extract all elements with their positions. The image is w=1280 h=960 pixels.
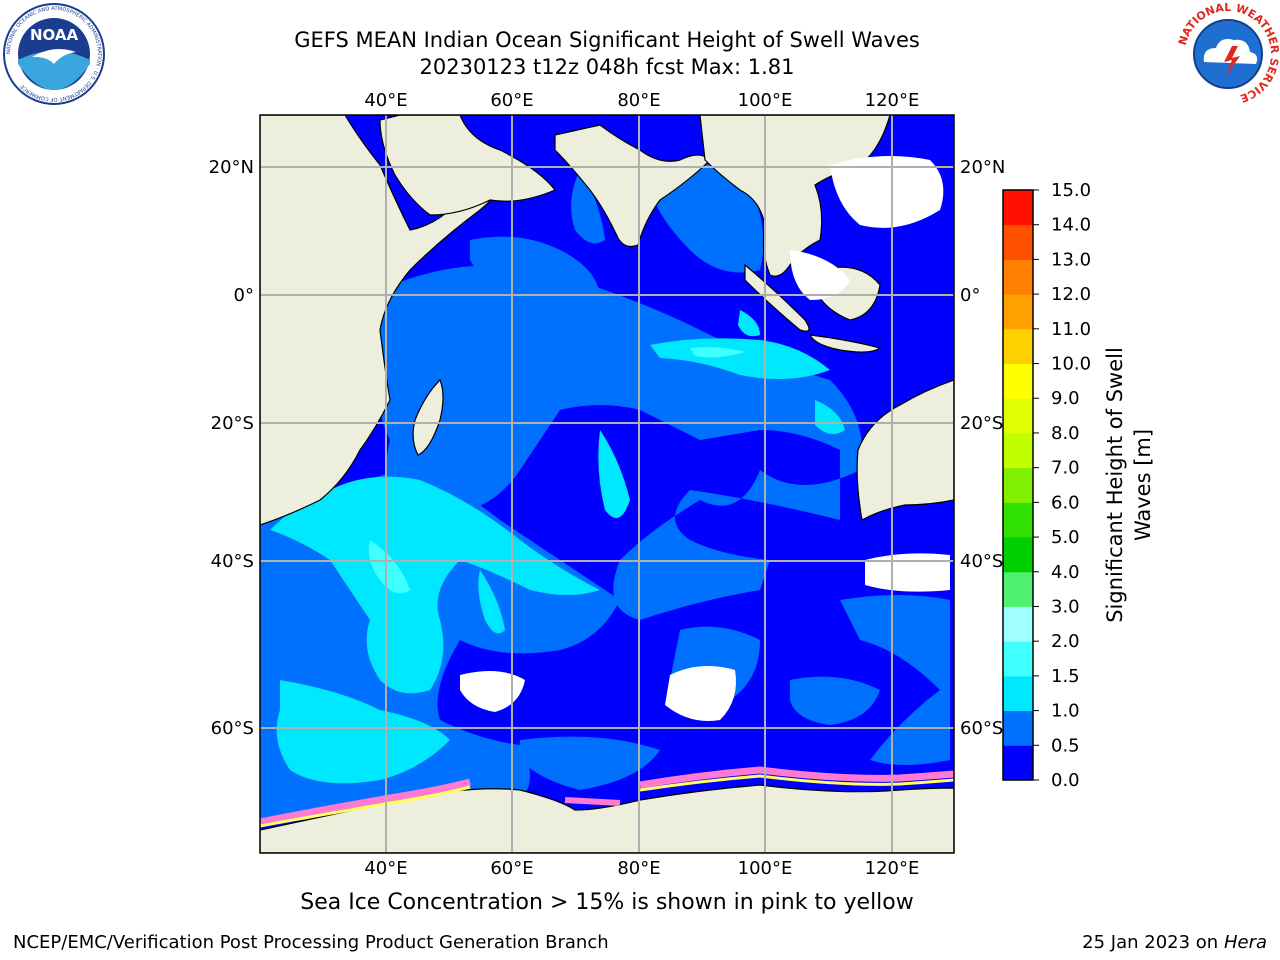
colorbar-tick-label: 12.0 — [1051, 284, 1091, 305]
colorbar-swatch — [1003, 432, 1033, 469]
noaa-logo: NOAA NATIONAL OCEANIC AND ATMOSPHERIC AD… — [3, 3, 105, 105]
lon-labels-top: 40°E 60°E 80°E 100°E 120°E — [364, 90, 919, 111]
colorbar-tick-label: 15.0 — [1051, 180, 1091, 201]
sea-ice-note: Sea Ice Concentration > 15% is shown in … — [300, 890, 914, 915]
colorbar-label-line2: Waves [m] — [1131, 429, 1155, 541]
colorbar-swatch — [1003, 259, 1033, 295]
lon-labels-bottom: 40°E 60°E 80°E 100°E 120°E — [364, 858, 919, 879]
lat-label: 20°S — [211, 413, 254, 434]
lat-label: 60°S — [211, 718, 254, 739]
colorbar-swatch — [1003, 745, 1033, 781]
colorbar-tick-label: 5.0 — [1051, 527, 1080, 548]
colorbar-tick-label: 1.0 — [1051, 701, 1080, 722]
sea-ice-fringe — [260, 766, 954, 828]
chart-title: GEFS MEAN Indian Ocean Significant Heigh… — [294, 28, 920, 52]
colorbar-tick-label: 4.0 — [1051, 562, 1080, 583]
lon-label: 60°E — [490, 858, 533, 879]
colorbar-tick-label: 3.0 — [1051, 596, 1080, 617]
graticule — [260, 115, 954, 853]
lat-label: 40°S — [211, 551, 254, 572]
chart-subtitle: 20230123 t12z 048h fcst Max: 1.81 — [419, 55, 795, 79]
colorbar-tick-label: 11.0 — [1051, 319, 1091, 340]
lon-label: 60°E — [490, 90, 533, 111]
colorbar-swatch — [1003, 571, 1033, 607]
footer-credit: NCEP/EMC/Verification Post Processing Pr… — [13, 932, 609, 953]
colorbar-swatch — [1003, 502, 1033, 538]
lat-label: 20°N — [960, 157, 1005, 178]
lon-label: 120°E — [865, 90, 920, 111]
lat-label: 40°S — [960, 551, 1003, 572]
colorbar-swatch — [1003, 224, 1033, 260]
lon-label: 100°E — [738, 90, 793, 111]
colorbar-swatch — [1003, 363, 1033, 399]
colorbar-swatch — [1003, 606, 1033, 642]
footer-date-text: 25 Jan 2023 on — [1082, 932, 1224, 953]
lat-label: 0° — [960, 285, 980, 306]
lat-label: 60°S — [960, 718, 1003, 739]
colorbar-tick-label: 7.0 — [1051, 458, 1080, 479]
colorbar-swatch — [1003, 467, 1033, 503]
colorbar-tick-label: 8.0 — [1051, 423, 1080, 444]
colorbar-tick-label: 14.0 — [1051, 215, 1091, 236]
colorbar-swatch — [1003, 641, 1033, 677]
lon-label: 80°E — [617, 858, 660, 879]
lon-label: 40°E — [364, 90, 407, 111]
lat-label: 20°N — [209, 157, 254, 178]
colorbar-frame — [1002, 189, 1034, 781]
colorbar-swatch — [1003, 190, 1033, 226]
colorbar-tick-label: 10.0 — [1051, 354, 1091, 375]
colorbar-label-line1: Significant Height of Swell — [1103, 347, 1127, 623]
colorbar-tick-label: 0.0 — [1051, 770, 1080, 791]
colorbar-tick-label: 0.5 — [1051, 735, 1080, 756]
colorbar-swatch — [1003, 294, 1033, 330]
noaa-logo-text: NOAA — [30, 26, 79, 44]
colorbar-tick-label: 2.0 — [1051, 631, 1080, 652]
lat-label: 0° — [234, 285, 254, 306]
colorbar-tick-label: 13.0 — [1051, 249, 1091, 270]
colorbar-swatch — [1003, 537, 1033, 573]
colorbar-swatch — [1003, 710, 1033, 746]
colorbar: 0.0 0.5 1.0 1.5 2.0 3.0 4.0 5.0 6.0 7.0 8.0 9.0 10.0… — [1002, 180, 1091, 791]
lat-label: 20°S — [960, 413, 1003, 434]
lon-label: 120°E — [865, 858, 920, 879]
colorbar-tick-label: 9.0 — [1051, 388, 1080, 409]
colorbar-swatch — [1003, 675, 1033, 712]
lon-label: 80°E — [617, 90, 660, 111]
map-canvas — [260, 115, 954, 853]
footer-host: Hera — [1223, 932, 1267, 953]
colorbar-swatch — [1003, 398, 1033, 434]
map-frame — [259, 114, 955, 854]
colorbar-tick-label: 6.0 — [1051, 492, 1080, 513]
colorbar-swatch — [1003, 328, 1033, 365]
nws-logo: NATIONAL WEATHER SERVICE — [1176, 2, 1280, 105]
lat-labels-right: 20°N 0° 20°S 40°S 60°S — [960, 157, 1005, 739]
footer-date: 25 Jan 2023 on Hera — [1082, 932, 1267, 953]
colorbar-tick-label: 1.5 — [1051, 666, 1080, 687]
no-data-patches — [460, 156, 950, 721]
lon-label: 40°E — [364, 858, 407, 879]
lat-labels-left: 20°N 0° 20°S 40°S 60°S — [209, 157, 254, 739]
lon-label: 100°E — [738, 858, 793, 879]
swell-1p5-2p0-regions — [368, 347, 745, 594]
